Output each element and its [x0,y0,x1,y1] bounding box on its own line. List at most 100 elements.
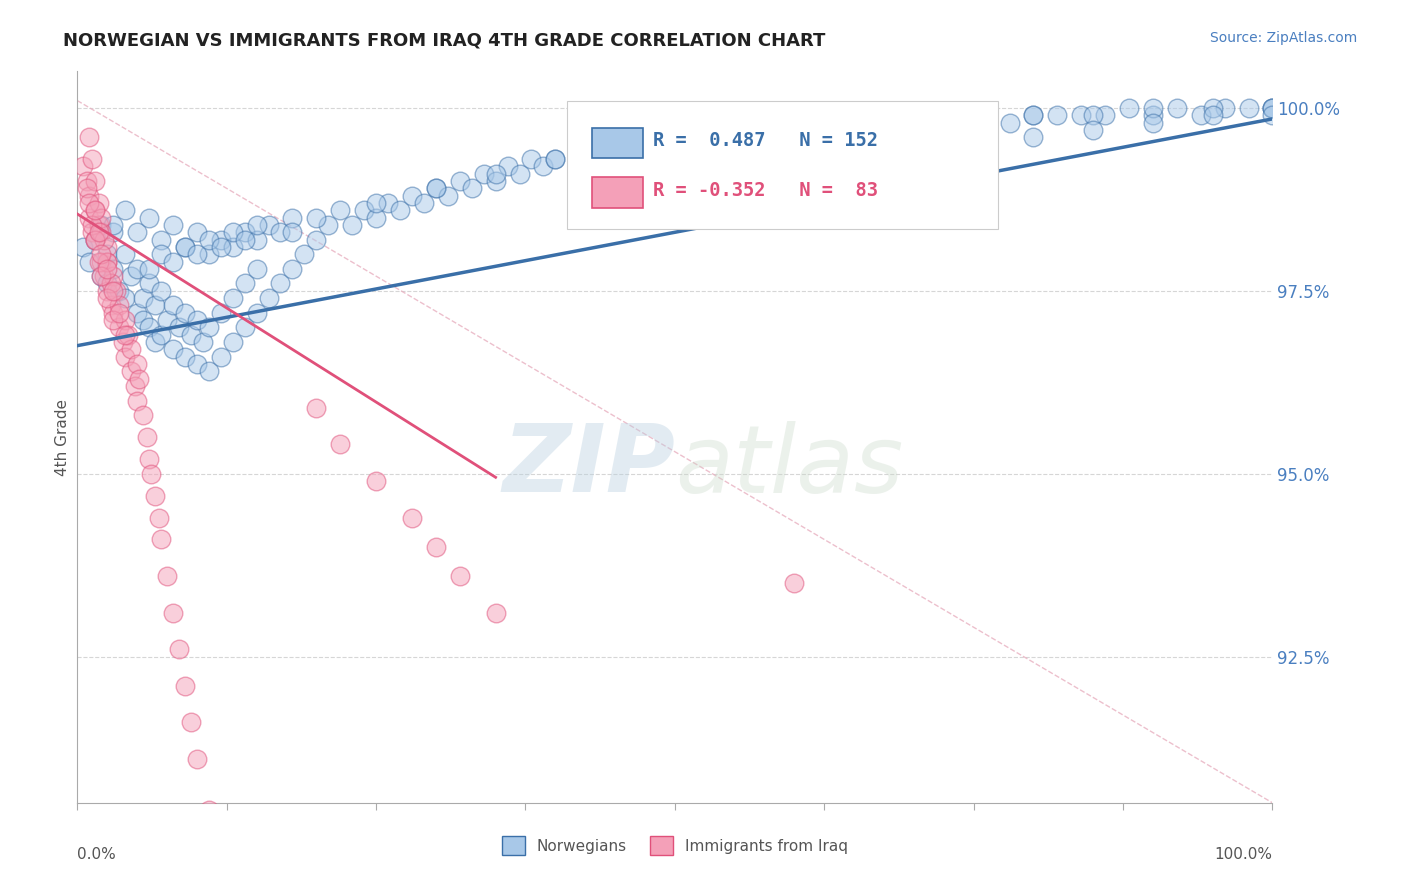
Point [233,225,256,239]
Point [114,350,136,364]
Point [150,284,173,298]
Text: ZIP: ZIP [502,420,675,512]
Point [186,752,208,766]
FancyBboxPatch shape [592,178,643,208]
Point [1094,108,1116,122]
Point [246,233,269,247]
Point [724,167,747,181]
Point [87,225,110,239]
Point [90,225,112,239]
Text: 100.0%: 100.0% [1215,847,1272,862]
Point [174,240,197,254]
Point [292,247,315,261]
Point [903,123,925,137]
Point [197,803,219,817]
FancyBboxPatch shape [568,101,998,228]
Point [76,181,98,195]
Point [186,225,208,239]
FancyBboxPatch shape [592,128,643,159]
Point [1261,101,1284,115]
Point [1237,101,1260,115]
Point [72,160,94,174]
Point [449,569,471,583]
Point [783,123,806,137]
Point [132,408,155,422]
Point [1083,123,1105,137]
Point [1142,115,1164,129]
Point [437,188,460,202]
Point [96,240,118,254]
Point [257,291,280,305]
Point [141,467,163,481]
Point [114,327,136,342]
Point [1261,101,1284,115]
Point [162,343,184,357]
Point [84,233,107,247]
Point [711,130,734,145]
Point [132,291,155,305]
Point [138,277,160,291]
Point [998,115,1021,129]
Point [783,160,806,174]
Point [93,233,115,247]
Point [1083,108,1105,122]
Point [329,437,352,451]
Point [197,364,219,378]
Point [222,891,245,892]
Point [197,320,219,334]
Point [127,393,149,408]
Point [520,152,543,166]
Point [783,123,806,137]
Point [114,203,136,218]
Point [120,269,142,284]
Point [281,211,304,225]
Point [150,327,173,342]
Point [222,240,245,254]
Point [108,320,131,334]
Text: NORWEGIAN VS IMMIGRANTS FROM IRAQ 4TH GRADE CORRELATION CHART: NORWEGIAN VS IMMIGRANTS FROM IRAQ 4TH GR… [63,31,825,49]
Point [114,313,136,327]
Point [148,510,170,524]
Point [197,247,219,261]
Point [1213,101,1236,115]
Point [342,218,364,232]
Point [143,334,166,349]
Point [425,181,447,195]
Legend: Norwegians, Immigrants from Iraq: Norwegians, Immigrants from Iraq [495,830,855,861]
Point [449,174,471,188]
Point [180,327,202,342]
Text: R = -0.352   N =  83: R = -0.352 N = 83 [654,181,879,200]
Point [233,320,256,334]
Point [167,642,190,657]
Point [735,123,758,137]
Point [84,233,107,247]
Point [1189,108,1212,122]
Point [96,254,118,268]
Point [186,247,208,261]
Point [1201,108,1223,122]
Point [120,343,142,357]
Point [79,196,101,211]
Point [76,174,98,188]
Point [222,225,245,239]
Point [425,540,447,554]
Point [209,233,232,247]
Point [484,174,508,188]
Point [114,247,136,261]
Point [366,211,388,225]
Point [233,233,256,247]
Point [209,240,232,254]
Point [844,115,866,129]
Point [103,269,124,284]
Point [100,277,122,291]
Point [90,211,112,225]
Point [496,160,519,174]
Point [270,225,292,239]
Point [318,218,340,232]
Point [509,167,531,181]
Point [186,313,208,327]
Point [616,145,638,159]
Point [79,188,101,202]
Point [84,203,107,218]
Point [174,679,197,693]
